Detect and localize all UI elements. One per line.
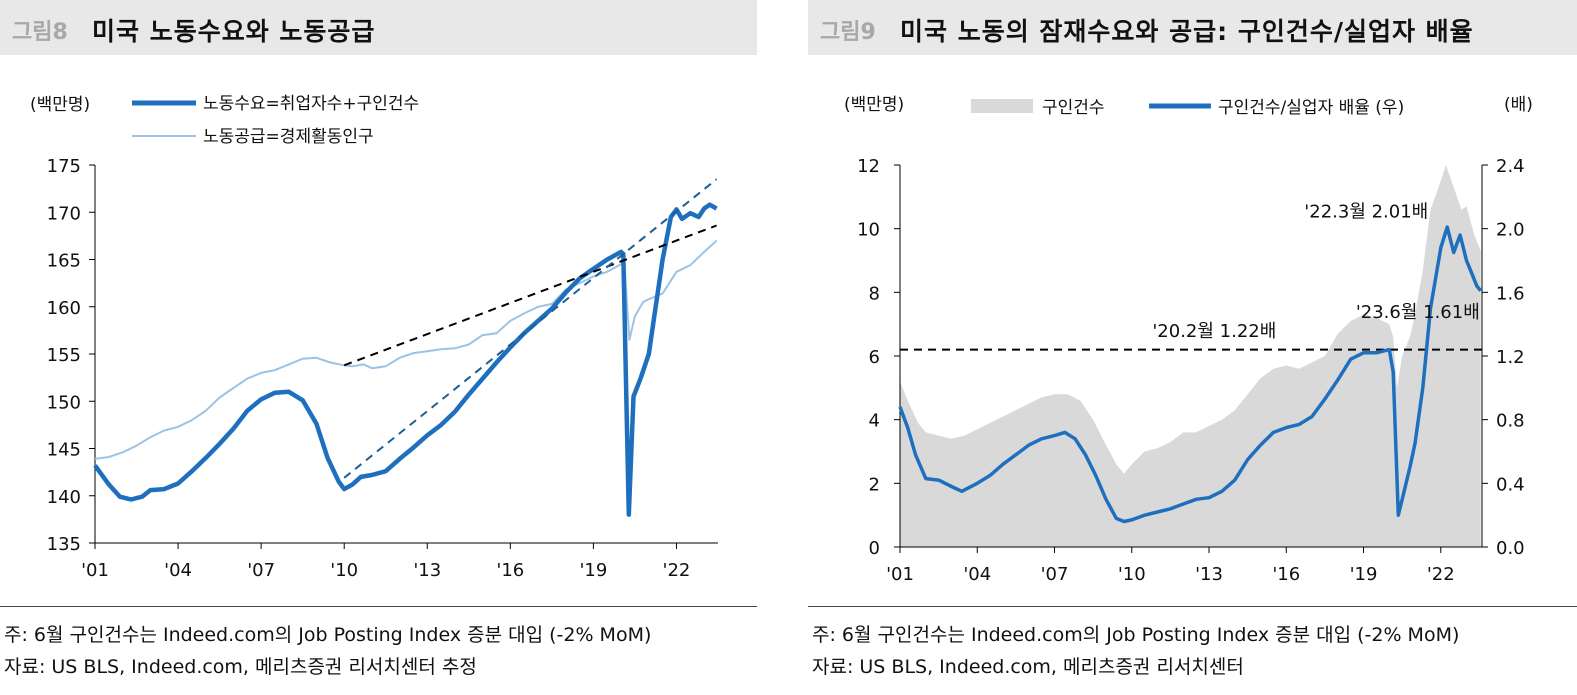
figure-8-note: 주: 6월 구인건수는 Indeed.com의 Job Posting Inde… xyxy=(4,624,652,646)
y-tick-label: 140 xyxy=(47,487,81,508)
figure-8-source: 자료: US BLS, Indeed.com, 메리츠증권 리서치센터 추정 xyxy=(4,656,477,678)
x-tick-label: '13 xyxy=(1195,564,1223,585)
y-axis-unit-right: (배) xyxy=(1504,95,1533,115)
figure-8-header: 그림8 미국 노동수요와 노동공급 xyxy=(0,0,757,55)
figure-9-title: 미국 노동의 잠재수요와 공급: 구인건수/실업자 배율 xyxy=(900,17,1474,46)
x-tick-label: '10 xyxy=(330,560,358,581)
right-y-tick-label: 1.6 xyxy=(1496,283,1525,304)
x-tick-label: '22 xyxy=(663,560,691,581)
annotation-label-3: '23.6월 1.61배 xyxy=(1356,302,1480,323)
legend-openings-swatch xyxy=(971,99,1033,113)
x-tick-label: '01 xyxy=(886,564,914,585)
figure-9-source: 자료: US BLS, Indeed.com, 메리츠증권 리서치센터 xyxy=(812,656,1244,678)
left-y-tick-label: 12 xyxy=(857,156,880,177)
right-y-tick-label: 0.0 xyxy=(1496,538,1525,559)
left-y-tick-label: 0 xyxy=(869,538,880,559)
figure-9-header: 그림9 미국 노동의 잠재수요와 공급: 구인건수/실업자 배율 xyxy=(808,0,1577,55)
right-y-tick-label: 0.4 xyxy=(1496,474,1525,495)
annotation-label-2: '22.3월 2.01배 xyxy=(1304,202,1428,223)
right-y-tick-label: 0.8 xyxy=(1496,411,1525,432)
left-y-tick-label: 4 xyxy=(869,411,880,432)
legend-demand-label: 노동수요=취업자수+구인건수 xyxy=(203,94,419,114)
legend-supply-label: 노동공급=경제활동인구 xyxy=(203,127,374,147)
y-tick-label: 155 xyxy=(47,345,81,366)
left-y-tick-label: 10 xyxy=(857,220,880,241)
supply-trend-line xyxy=(343,224,717,367)
x-tick-label: '04 xyxy=(963,564,991,585)
openings-to-unemployed-chart: (백만명) (배) 구인건수 구인건수/실업자 배율 (우) 0 2 4 6 8 10 12 0.0 0… xyxy=(844,95,1533,585)
x-tick-label: '13 xyxy=(413,560,441,581)
annotation-label-1: '20.2월 1.22배 xyxy=(1152,321,1276,342)
openings-unemployed-ratio-line xyxy=(898,225,1483,524)
figure-8-title: 미국 노동수요와 노동공급 xyxy=(92,17,376,46)
left-y-tick-label: 6 xyxy=(869,347,880,368)
x-tick-label: '04 xyxy=(164,560,192,581)
job-openings-area xyxy=(900,165,1481,547)
figure-9-label: 그림9 xyxy=(820,20,876,45)
legend-openings-label: 구인건수 xyxy=(1042,98,1105,118)
x-tick-label: '19 xyxy=(1350,564,1378,585)
x-tick-label: '16 xyxy=(1272,564,1300,585)
y-tick-label: 160 xyxy=(47,298,81,319)
left-y-tick-label: 2 xyxy=(869,474,880,495)
y-axis-unit-left: (백만명) xyxy=(844,95,904,115)
figure-9-panel: 그림9 미국 노동의 잠재수요와 공급: 구인건수/실업자 배율 (백만명) (배… xyxy=(808,0,1577,695)
x-tick-label: '22 xyxy=(1427,564,1455,585)
x-tick-label: '10 xyxy=(1118,564,1146,585)
figure-8-label: 그림8 xyxy=(12,20,68,45)
y-axis-unit: (백만명) xyxy=(30,95,90,115)
legend-ratio-label: 구인건수/실업자 배율 (우) xyxy=(1218,98,1404,118)
labor-supply-line xyxy=(94,239,718,460)
y-tick-label: 145 xyxy=(47,440,81,461)
y-tick-label: 175 xyxy=(47,156,81,177)
figure-8-footer-rule xyxy=(0,606,757,607)
labor-demand-line xyxy=(93,202,718,517)
figure-9-footer-rule xyxy=(808,606,1577,607)
x-tick-label: '07 xyxy=(247,560,275,581)
figure-9-note: 주: 6월 구인건수는 Indeed.com의 Job Posting Inde… xyxy=(812,624,1460,646)
left-y-tick-label: 8 xyxy=(869,283,880,304)
right-y-tick-label: 2.4 xyxy=(1496,156,1525,177)
x-tick-label: '16 xyxy=(496,560,524,581)
demand-trend-line xyxy=(343,178,718,479)
y-tick-label: 170 xyxy=(47,203,81,224)
y-tick-label: 135 xyxy=(47,534,81,555)
y-tick-label: 150 xyxy=(47,392,81,413)
x-tick-label: '01 xyxy=(81,560,109,581)
x-tick-label: '07 xyxy=(1041,564,1069,585)
right-y-tick-label: 2.0 xyxy=(1496,220,1525,241)
x-tick-label: '19 xyxy=(579,560,607,581)
y-tick-label: 165 xyxy=(47,251,81,272)
right-y-tick-label: 1.2 xyxy=(1496,347,1525,368)
